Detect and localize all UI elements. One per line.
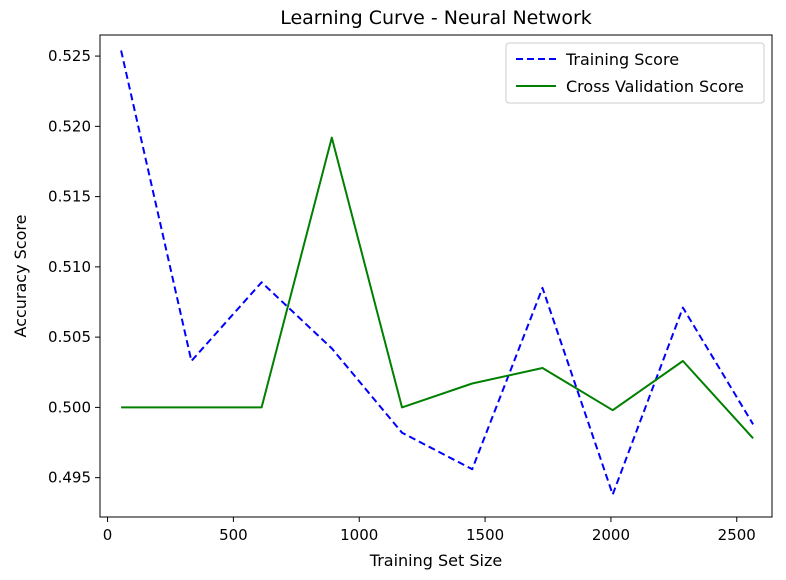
- x-tick-label: 2000: [592, 526, 630, 544]
- x-axis-label: Training Set Size: [369, 551, 502, 570]
- legend: Training Score Cross Validation Score: [505, 42, 765, 104]
- series-layer: [120, 50, 754, 496]
- y-axis-label: Accuracy Score: [11, 215, 30, 338]
- y-tick-label: 0.505: [48, 328, 91, 346]
- series-line-cross-validation-score: [121, 136, 754, 439]
- legend-label-training-score: Training Score: [565, 50, 679, 69]
- y-tick-label: 0.510: [48, 258, 91, 276]
- x-tick-label: 500: [219, 526, 248, 544]
- x-tick-label: 2500: [718, 526, 756, 544]
- y-tick-label: 0.495: [48, 469, 91, 487]
- legend-label-cross-validation-score: Cross Validation Score: [566, 77, 744, 96]
- legend-box: [505, 42, 765, 104]
- x-tick-label: 1000: [340, 526, 378, 544]
- x-axis: 0 500 1000 1500 2000 2500: [103, 517, 756, 544]
- y-tick-label: 0.525: [48, 47, 91, 65]
- series-line-training-score: [120, 50, 754, 496]
- chart-title: Learning Curve - Neural Network: [280, 7, 592, 29]
- y-tick-label: 0.500: [48, 398, 91, 416]
- x-tick-label: 0: [103, 526, 113, 544]
- x-tick-label: 1500: [466, 526, 504, 544]
- y-tick-label: 0.520: [48, 117, 91, 135]
- y-tick-label: 0.515: [48, 188, 91, 206]
- plot-area-frame: [99, 34, 773, 518]
- y-axis: 0.495 0.500 0.505 0.510 0.515 0.520 0.525: [48, 47, 100, 487]
